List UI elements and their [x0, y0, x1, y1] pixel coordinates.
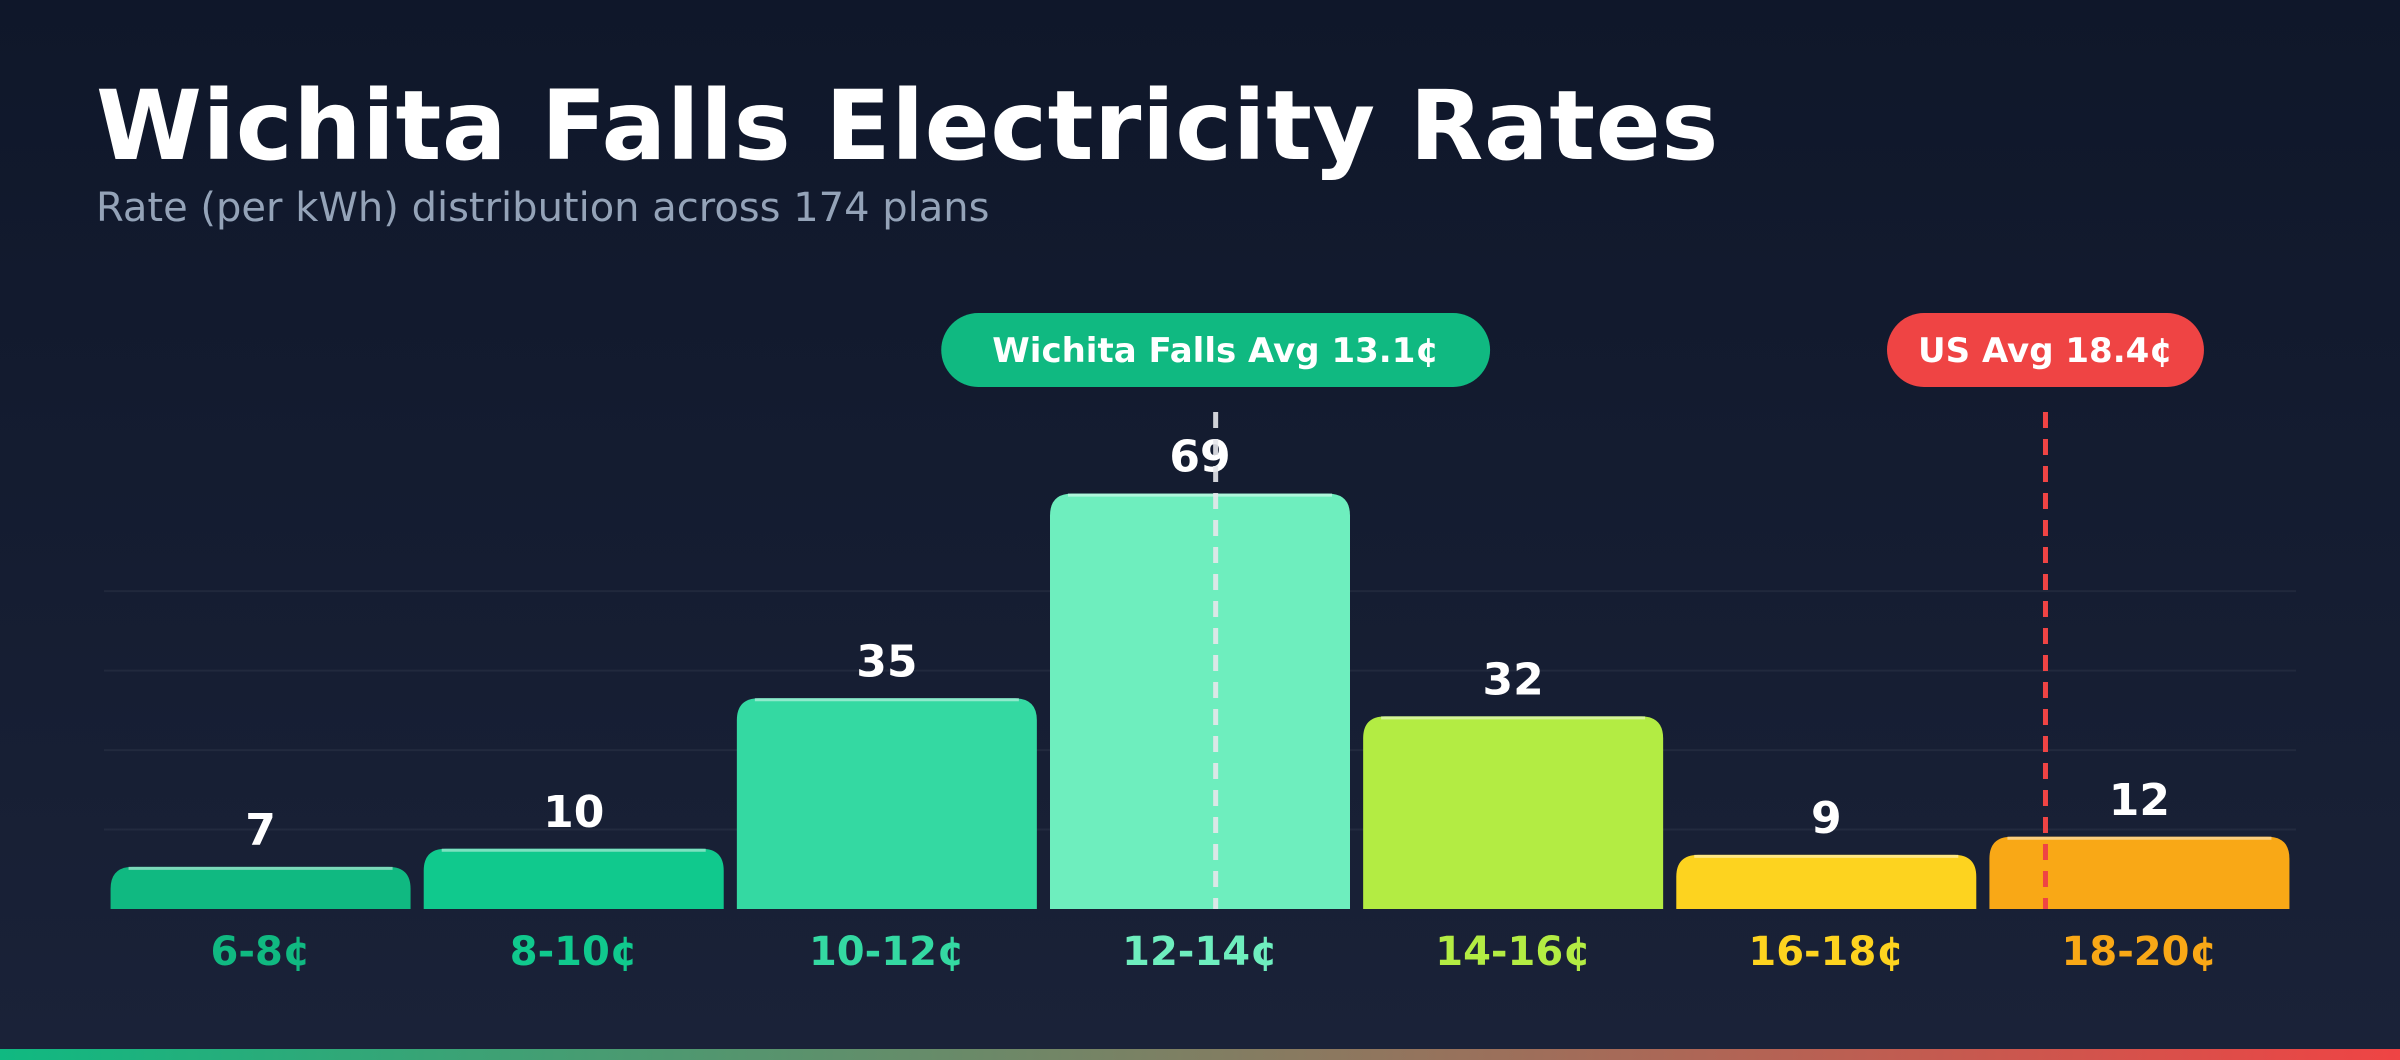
local-avg-badge [941, 313, 1491, 387]
category-label: 16-18¢ [1748, 929, 1904, 975]
bar-12-14¢ [1050, 493, 1350, 909]
bar-6-8¢ [110, 866, 411, 909]
bar-value-label: 69 [1169, 432, 1230, 483]
bar-16-18¢ [1676, 854, 1977, 909]
category-label: 10-12¢ [809, 929, 965, 975]
chart-title: Wichita Falls Electricity Rates [96, 70, 1719, 182]
us-avg-badge [1887, 313, 2204, 387]
category-label: 14-16¢ [1435, 929, 1591, 975]
bottom-gradient-bar [0, 1049, 2400, 1060]
bar-18-20¢ [1989, 836, 2290, 909]
reference-label: Wichita Falls Avg 13.1¢ [992, 331, 1439, 371]
chart-subtitle: Rate (per kWh) distribution across 174 p… [96, 185, 990, 231]
bar-8-10¢ [423, 848, 724, 909]
bar-value-label: 10 [543, 787, 604, 838]
bar-10-12¢ [736, 698, 1037, 909]
bar-value-label: 7 [245, 805, 276, 856]
bar-14-16¢ [1363, 716, 1664, 909]
bar-value-label: 12 [2109, 775, 2170, 826]
category-label: 8-10¢ [510, 929, 638, 975]
bar-value-label: 32 [1483, 654, 1544, 705]
reference-label: US Avg 18.4¢ [1918, 331, 2173, 371]
category-label: 6-8¢ [211, 929, 311, 975]
bar-value-label: 9 [1811, 793, 1842, 844]
category-label: 12-14¢ [1122, 929, 1278, 975]
bar-value-label: 35 [856, 636, 917, 687]
category-label: 18-20¢ [2062, 929, 2218, 975]
